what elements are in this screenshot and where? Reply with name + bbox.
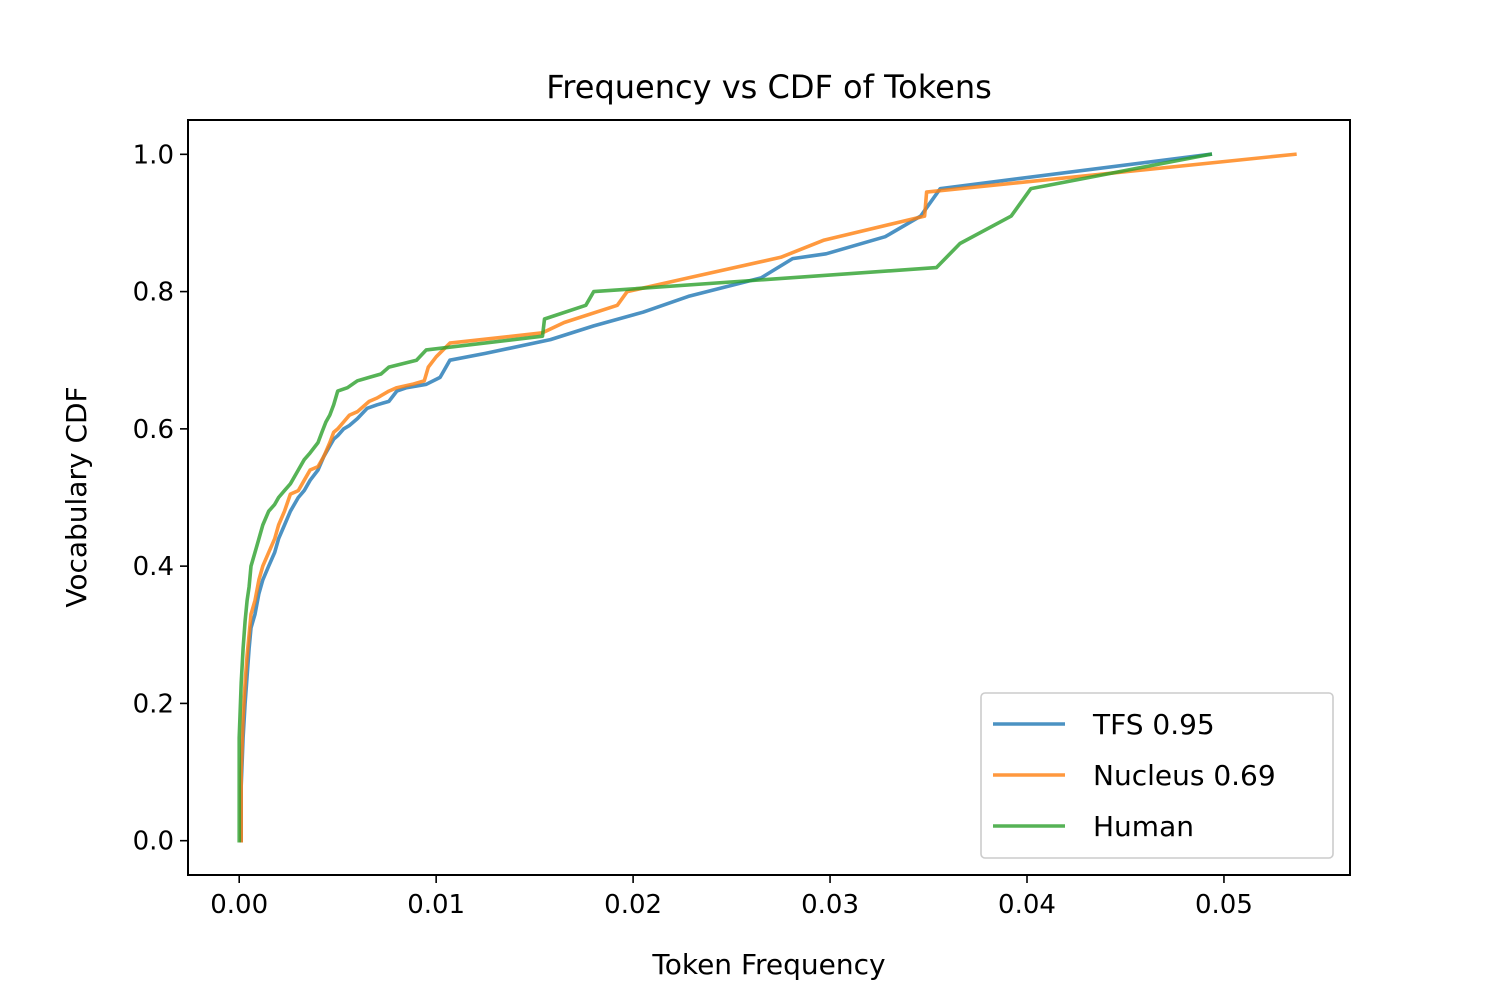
x-tick-label: 0.04 — [998, 890, 1056, 920]
plot-lines — [237, 152, 1297, 843]
y-tick-label: 0.4 — [133, 552, 174, 582]
series-line-2 — [237, 152, 1213, 843]
y-tick-label: 0.6 — [133, 415, 174, 445]
x-tick-label: 0.01 — [407, 890, 465, 920]
y-tick-label: 0.0 — [133, 827, 174, 857]
legend-label-1: Nucleus 0.69 — [1093, 759, 1276, 792]
x-tick-label: 0.00 — [210, 890, 268, 920]
y-axis-label: Vocabulary CDF — [60, 386, 93, 607]
y-tick-label: 1.0 — [133, 140, 174, 170]
y-axis: 0.0 0.2 0.4 0.6 0.8 1.0 — [133, 140, 188, 857]
x-tick-label: 0.02 — [604, 890, 662, 920]
plot-frame — [187, 119, 1351, 876]
legend-label-2: Human — [1093, 810, 1194, 843]
y-tick-label: 0.2 — [133, 689, 174, 719]
y-tick-label: 0.8 — [133, 278, 174, 308]
legend: TFS 0.95 Nucleus 0.69 Human — [980, 692, 1334, 859]
x-axis-label: Token Frequency — [651, 948, 885, 981]
x-tick-label: 0.05 — [1195, 890, 1253, 920]
series-line-1 — [239, 152, 1297, 843]
x-axis: 0.00 0.01 0.02 0.03 0.04 0.05 — [210, 875, 1253, 920]
legend-label-0: TFS 0.95 — [1092, 708, 1215, 741]
x-tick-label: 0.03 — [801, 890, 859, 920]
chart-title: Frequency vs CDF of Tokens — [546, 68, 992, 106]
legend-box — [980, 692, 1334, 859]
series-line-0 — [239, 152, 1213, 843]
